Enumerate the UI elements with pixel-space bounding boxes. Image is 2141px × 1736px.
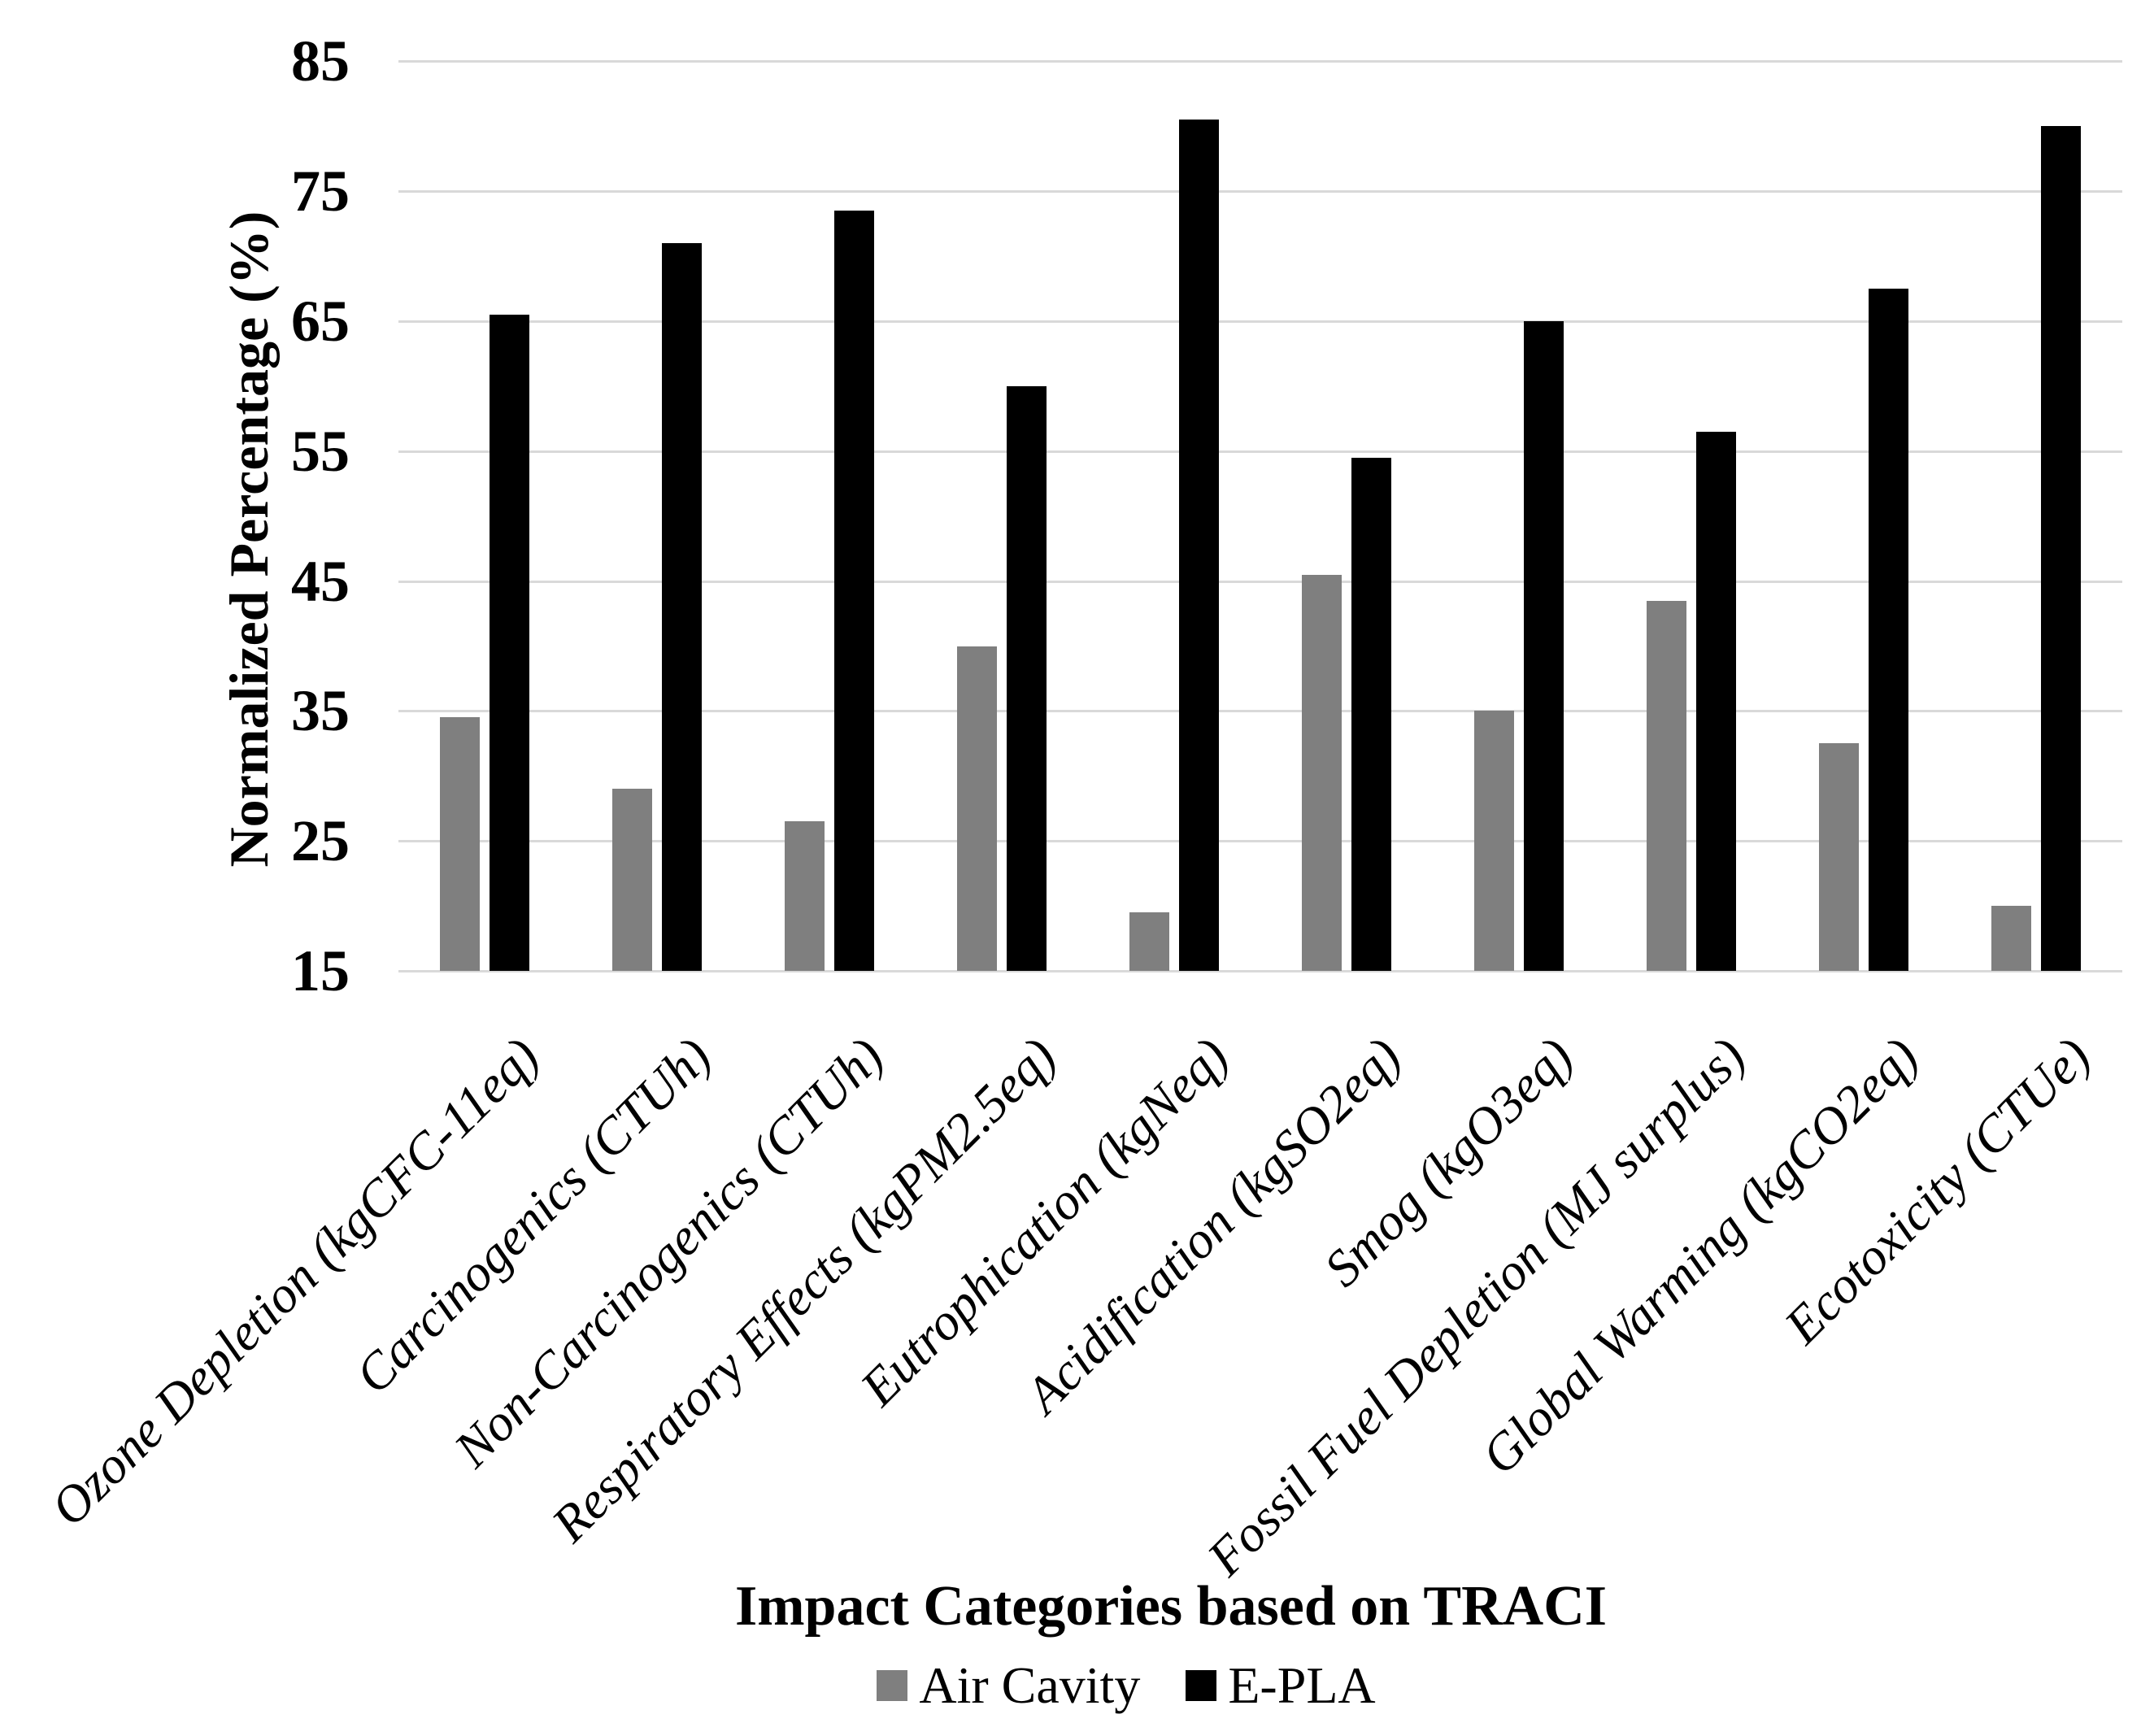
y-tick-label-25: 25 — [291, 808, 350, 874]
bar-e-pla-10 — [2041, 126, 2081, 971]
bar-e-pla-9 — [1869, 289, 1908, 971]
x-axis-title: Impact Categories based on TRACI — [734, 1575, 1608, 1638]
legend-swatch-icon — [877, 1670, 908, 1701]
y-tick-label-85: 85 — [291, 28, 350, 94]
bar-air-cavity-10 — [1991, 906, 2031, 971]
bar-air-cavity-9 — [1819, 743, 1859, 971]
bar-e-pla-3 — [834, 211, 874, 971]
bar-air-cavity-8 — [1647, 600, 1686, 971]
bar-e-pla-7 — [1524, 321, 1564, 971]
legend-label: Air Cavity — [919, 1656, 1141, 1714]
y-tick-label-45: 45 — [291, 548, 350, 614]
y-tick-label-75: 75 — [291, 159, 350, 224]
y-tick-label-35: 35 — [291, 678, 350, 744]
legend: Air Cavity E-PLA — [0, 1657, 2141, 1714]
bar-e-pla-8 — [1696, 431, 1736, 971]
gridline-75 — [398, 190, 2122, 194]
gridline-15 — [398, 970, 2122, 972]
gridline-25 — [398, 840, 2122, 843]
y-tick-label-55: 55 — [291, 418, 350, 484]
gridline-85 — [398, 60, 2122, 63]
bar-air-cavity-7 — [1474, 711, 1514, 971]
gridline-55 — [398, 450, 2122, 453]
gridline-65 — [398, 320, 2122, 323]
gridline-35 — [398, 710, 2122, 713]
bar-e-pla-4 — [1007, 385, 1047, 971]
x-category-label-10: Ecotoxicity (CTUe) — [1773, 1026, 2101, 1355]
bar-air-cavity-4 — [957, 646, 997, 971]
legend-label: E-PLA — [1228, 1656, 1376, 1714]
legend-item-air-cavity: Air Cavity — [877, 1657, 1140, 1714]
y-tick-label-15: 15 — [291, 938, 350, 1003]
legend-swatch-icon — [1186, 1670, 1217, 1701]
bar-e-pla-2 — [662, 243, 702, 971]
bar-e-pla-1 — [490, 315, 529, 971]
y-tick-label-65: 65 — [291, 289, 350, 354]
legend-item-e-pla: E-PLA — [1186, 1656, 1376, 1714]
bar-air-cavity-6 — [1302, 574, 1342, 971]
bar-air-cavity-3 — [785, 821, 825, 971]
bar-air-cavity-1 — [440, 717, 480, 971]
bar-e-pla-5 — [1179, 120, 1219, 971]
bar-air-cavity-5 — [1129, 912, 1169, 971]
gridline-45 — [398, 580, 2122, 583]
bar-e-pla-6 — [1351, 457, 1391, 971]
bar-air-cavity-2 — [612, 789, 652, 971]
